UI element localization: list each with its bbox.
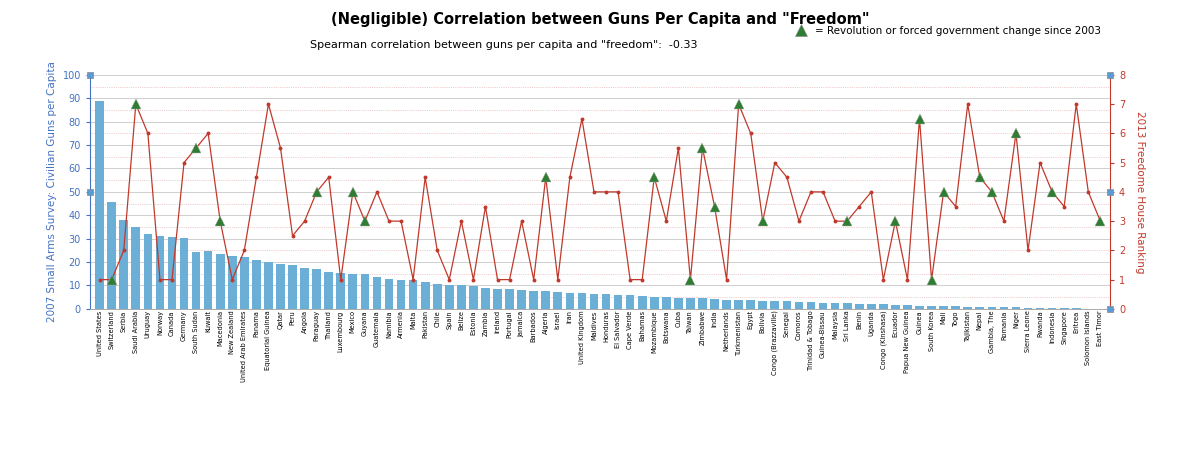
Bar <box>409 279 418 309</box>
Bar <box>686 298 695 309</box>
Bar <box>553 292 562 309</box>
Bar <box>324 272 334 309</box>
Bar <box>373 277 382 309</box>
Bar <box>1048 308 1056 309</box>
Bar <box>976 307 984 309</box>
Bar <box>589 294 599 309</box>
Bar <box>940 306 948 309</box>
Bar <box>794 301 803 309</box>
Bar <box>878 304 888 309</box>
Bar <box>204 251 212 309</box>
Bar <box>613 295 623 309</box>
Bar <box>1060 308 1068 309</box>
Bar <box>734 300 743 309</box>
Bar <box>638 297 647 309</box>
Bar <box>1072 308 1080 309</box>
Bar <box>156 235 164 309</box>
Bar <box>433 284 442 309</box>
Bar <box>481 287 490 309</box>
Bar <box>1012 307 1020 309</box>
Bar <box>892 305 900 309</box>
Bar <box>601 294 611 309</box>
Bar <box>264 262 272 309</box>
Bar <box>698 298 707 309</box>
Bar <box>300 268 308 309</box>
Bar <box>421 282 430 309</box>
Bar <box>360 274 370 309</box>
Bar <box>240 256 248 309</box>
Bar <box>132 227 140 309</box>
Bar <box>746 300 755 309</box>
Bar <box>830 303 840 309</box>
Bar <box>904 305 912 309</box>
Bar <box>577 293 587 309</box>
Bar <box>842 303 852 309</box>
Bar <box>928 306 936 309</box>
Bar <box>565 293 574 309</box>
Bar <box>445 285 454 309</box>
Bar <box>529 291 538 309</box>
Bar <box>348 274 358 309</box>
Y-axis label: 2013 Freedome House Ranking: 2013 Freedome House Ranking <box>1135 110 1145 273</box>
Bar <box>457 285 466 309</box>
Bar <box>288 265 296 309</box>
Bar <box>144 234 152 309</box>
Bar <box>758 301 767 309</box>
Bar <box>952 306 960 309</box>
Bar <box>228 256 236 309</box>
Bar <box>505 289 514 309</box>
Bar <box>1024 308 1032 309</box>
Bar <box>866 304 876 309</box>
Bar <box>469 286 478 309</box>
Bar <box>312 269 322 309</box>
Bar <box>385 278 394 309</box>
Bar <box>806 302 815 309</box>
Bar <box>722 300 731 309</box>
Bar <box>216 255 224 309</box>
Bar <box>964 307 972 309</box>
Bar <box>276 264 284 309</box>
Bar <box>397 279 406 309</box>
Text: (Negligible) Correlation between Guns Per Capita and "Freedom": (Negligible) Correlation between Guns Pe… <box>331 12 869 27</box>
Bar <box>770 301 779 309</box>
Text: Spearman correlation between guns per capita and "freedom":  -0.33: Spearman correlation between guns per ca… <box>311 40 697 50</box>
Bar <box>95 101 104 309</box>
Legend: = Revolution or forced government change since 2003: = Revolution or forced government change… <box>786 22 1105 40</box>
Bar <box>336 273 346 309</box>
Bar <box>168 237 176 309</box>
Bar <box>916 306 924 309</box>
Bar <box>782 301 791 309</box>
Bar <box>180 238 188 309</box>
Bar <box>988 307 996 309</box>
Bar <box>252 260 260 309</box>
Bar <box>107 202 116 309</box>
Bar <box>818 302 827 309</box>
Bar <box>854 304 864 309</box>
Bar <box>1000 307 1008 309</box>
Y-axis label: 2007 Small Arms Survey: Civilian Guns per Capita: 2007 Small Arms Survey: Civilian Guns pe… <box>47 61 58 322</box>
Bar <box>626 295 635 309</box>
Bar <box>120 220 128 309</box>
Bar <box>674 298 683 309</box>
Bar <box>650 297 659 309</box>
Bar <box>192 252 200 309</box>
Bar <box>493 289 502 309</box>
Bar <box>710 299 719 309</box>
Bar <box>517 290 526 309</box>
Bar <box>541 291 550 309</box>
Bar <box>1036 308 1044 309</box>
Bar <box>662 298 671 309</box>
